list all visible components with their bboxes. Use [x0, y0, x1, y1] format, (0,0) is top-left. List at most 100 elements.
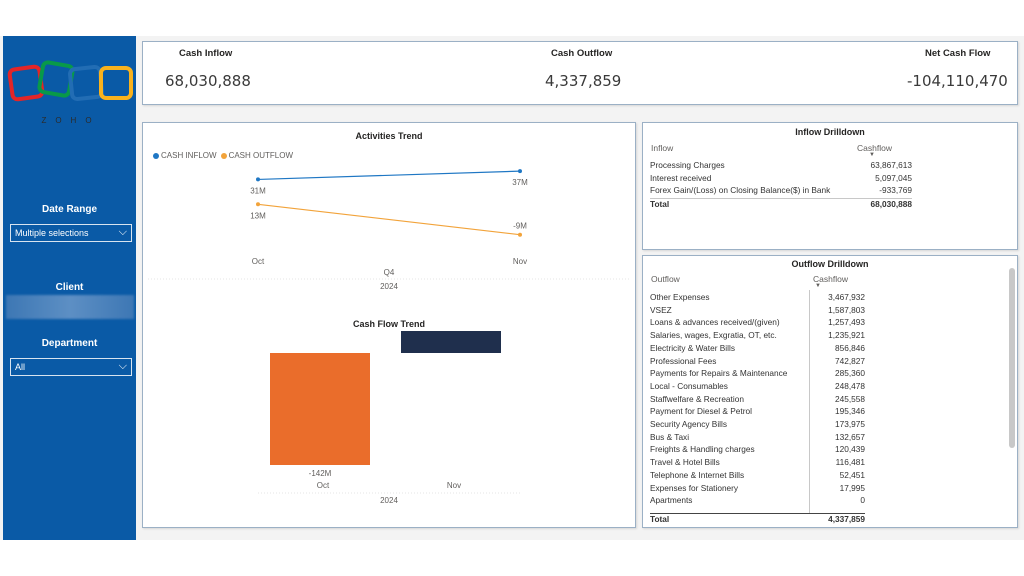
table-row[interactable]: Forex Gain/(Loss) on Closing Balance($) … [650, 185, 912, 198]
chevron-down-icon: ⌵ [118, 360, 127, 372]
row-value: 52,451 [839, 469, 865, 480]
row-value: 245,558 [835, 393, 865, 404]
bar[interactable] [270, 353, 370, 465]
client-slicer-redacted[interactable] [6, 295, 134, 319]
legend-cash-outflow[interactable]: CASH OUTFLOW [220, 151, 294, 160]
table-row[interactable]: Loans & advances received/(given) 1,257,4… [650, 317, 865, 330]
data-label: 13M [250, 211, 266, 220]
row-value: 285,360 [835, 368, 865, 379]
row-label: Processing Charges [650, 160, 725, 170]
row-value: 856,846 [835, 342, 865, 353]
charts-panel: Activities Trend CASH INFLOW CASH OUTFLO… [142, 122, 636, 528]
row-label: Other Expenses [650, 292, 710, 302]
row-value: 120,439 [835, 444, 865, 455]
table-row[interactable]: Freights & Handling charges 120,439 [650, 444, 865, 457]
department-title: Department [41, 338, 98, 349]
row-label: Forex Gain/(Loss) on Closing Balance($) … [650, 185, 831, 196]
table-row[interactable]: Expenses for Stationery 17,995 [650, 483, 865, 496]
data-point[interactable] [518, 169, 522, 174]
kpi-card: Cash Inflow 68,030,888 Cash Outflow 4,33… [142, 41, 1018, 105]
inflow-drilldown-panel: Inflow Drilldown Inflow Cashflow ▼ Proce… [642, 122, 1018, 250]
legend-cash-inflow[interactable]: CASH INFLOW [153, 151, 217, 160]
legend-dot [220, 152, 227, 159]
table-row[interactable]: Local - Consumables 248,478 [650, 381, 865, 394]
table-row[interactable]: Processing Charges 63,867,613 [650, 160, 912, 173]
row-label: Apartments [650, 495, 693, 506]
data-label: -9M [513, 222, 527, 231]
row-value: 3,467,932 [828, 292, 865, 302]
data-label: 37M [512, 178, 528, 187]
table-row[interactable]: Travel & Hotel Bills 116,481 [650, 457, 865, 470]
net-cash-flow-label: Net Cash Flow [925, 48, 991, 59]
cashflow-col-header[interactable]: Cashflow [857, 143, 892, 153]
table-row[interactable]: Electricity & Water Bills 856,846 [650, 343, 865, 356]
table-row[interactable]: Bus & Taxi 132,657 [650, 432, 865, 445]
legend-label: CASH INFLOW [161, 151, 217, 160]
x-year-label: 2024 [380, 496, 398, 505]
total-value: 4,337,859 [828, 514, 865, 524]
outflow-scrollbar[interactable] [1009, 268, 1015, 448]
bar[interactable] [401, 331, 501, 353]
row-label: Expenses for Stationery [650, 482, 739, 493]
cash-flow-trend-title: Cash Flow Trend [352, 319, 425, 329]
table-row[interactable]: Staffwelfare & Recreation 245,558 [650, 394, 865, 407]
table-row[interactable]: Apartments 0 [650, 495, 865, 508]
row-value: 1,235,921 [828, 330, 865, 341]
row-label: Professional Fees [650, 355, 717, 366]
date-range-dropdown[interactable]: Multiple selections ⌵ [10, 224, 132, 242]
data-point[interactable] [256, 202, 260, 207]
table-row[interactable]: Telephone & Internet Bills 52,451 [650, 470, 865, 483]
outflow-drilldown-panel: Outflow Drilldown Outflow Cashflow ▼ Oth… [642, 255, 1018, 528]
x-tick-label: Nov [513, 257, 527, 266]
table-row[interactable]: VSEZ 1,587,803 [650, 305, 865, 318]
x-group-label: Q4 [384, 268, 395, 277]
total-row: Total 4,337,859 [650, 513, 865, 526]
row-label: Payment for Diesel & Petrol [650, 406, 752, 417]
row-value: 0 [860, 495, 865, 506]
cashflow-col-header[interactable]: Cashflow [813, 274, 848, 284]
table-row[interactable]: Salaries, wages, Exgratia, OT, etc. 1,235… [650, 330, 865, 343]
activities-trend-title: Activities Trend [355, 131, 423, 141]
sort-desc-icon: ▼ [815, 283, 821, 289]
cash-inflow-value: 68,030,888 [165, 72, 251, 90]
row-label: Payments for Repairs & Maintenance [650, 368, 788, 379]
row-value: 248,478 [835, 380, 865, 391]
table-row[interactable]: Payments for Repairs & Maintenance 285,36… [650, 368, 865, 381]
row-label: Staffwelfare & Recreation [650, 393, 744, 404]
activities-trend-chart: 31M 37M 13M -9M Oct Nov Q4 2024 [148, 169, 631, 291]
total-label: Total [650, 199, 670, 209]
client-title: Client [55, 282, 84, 293]
cash-flow-trend-chart: -142M37MOctNov2024 [258, 331, 521, 505]
row-label: Telephone & Internet Bills [650, 469, 745, 480]
row-label: Freights & Handling charges [650, 444, 755, 455]
outflow-col-header[interactable]: Outflow [651, 274, 680, 284]
data-point[interactable] [518, 232, 522, 237]
legend-label: CASH OUTFLOW [228, 151, 294, 160]
row-value: 1,587,803 [828, 304, 865, 315]
row-value: 742,827 [835, 355, 865, 366]
zoho-logo: ZOHO [7, 54, 135, 144]
inflow-col-header[interactable]: Inflow [651, 143, 674, 153]
row-value: 195,346 [835, 406, 865, 417]
sidebar: ZOHO Date Range Multiple selections ⌵ Cl… [3, 36, 136, 540]
total-label: Total [650, 514, 670, 524]
row-value: 116,481 [835, 457, 865, 468]
table-row[interactable]: Security Agency Bills 173,975 [650, 419, 865, 432]
total-value: 68,030,888 [870, 199, 912, 209]
department-value: All [15, 362, 26, 372]
department-dropdown[interactable]: All ⌵ [10, 358, 132, 376]
row-label: Security Agency Bills [650, 419, 728, 429]
row-value: 132,657 [835, 431, 865, 442]
table-row[interactable]: Interest received 5,097,045 [650, 173, 912, 186]
table-row[interactable]: Other Expenses 3,467,932 [650, 292, 865, 305]
net-cash-flow-value: -104,110,470 [907, 72, 1008, 90]
row-value: 17,995 [839, 482, 865, 493]
table-row[interactable]: Payment for Diesel & Petrol 195,346 [650, 406, 865, 419]
x-tick-label: Nov [447, 481, 461, 490]
table-row[interactable]: Professional Fees 742,827 [650, 356, 865, 369]
row-value: -933,769 [879, 185, 912, 196]
row-value: 173,975 [835, 419, 865, 429]
row-label: Local - Consumables [650, 380, 728, 391]
data-point[interactable] [256, 177, 260, 182]
